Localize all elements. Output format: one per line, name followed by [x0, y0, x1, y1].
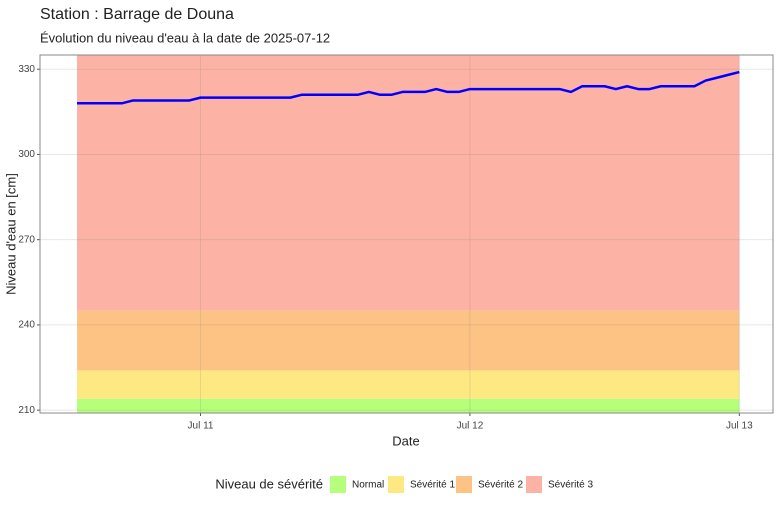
severity-band [77, 310, 740, 371]
legend-label: Sévérité 3 [548, 480, 593, 491]
legend-swatch [526, 476, 542, 493]
severity-band [77, 370, 740, 399]
plot-border [39, 54, 774, 414]
legend-label: Normal [352, 480, 384, 491]
legend-label: Sévérité 1 [410, 480, 455, 491]
legend-swatch [388, 476, 404, 493]
legend-title: Niveau de sévérité [215, 476, 323, 491]
legend-label: Sévérité 2 [478, 480, 523, 491]
x-tick-label: Jul 11 [188, 421, 214, 432]
x-tick-label: Jul 12 [457, 421, 484, 432]
y-tick-label: 210 [18, 405, 35, 416]
severity-band [77, 398, 740, 413]
legend-swatch [330, 476, 346, 493]
severity-band [77, 55, 740, 311]
y-tick-label: 270 [18, 234, 35, 245]
x-axis-label: Date [392, 433, 419, 448]
y-tick-label: 330 [18, 64, 35, 75]
legend-swatch [456, 476, 472, 493]
x-tick-label: Jul 13 [726, 421, 753, 432]
chart-title: Station : Barrage de Douna [40, 6, 234, 23]
chart-subtitle: Évolution du niveau d'eau à la date de 2… [40, 30, 330, 45]
y-tick-label: 300 [18, 149, 35, 160]
y-tick-label: 240 [18, 320, 35, 331]
y-axis-label: Niveau d'eau en [cm] [3, 173, 18, 295]
plot-area [40, 55, 773, 413]
water-level-line [77, 70, 740, 105]
